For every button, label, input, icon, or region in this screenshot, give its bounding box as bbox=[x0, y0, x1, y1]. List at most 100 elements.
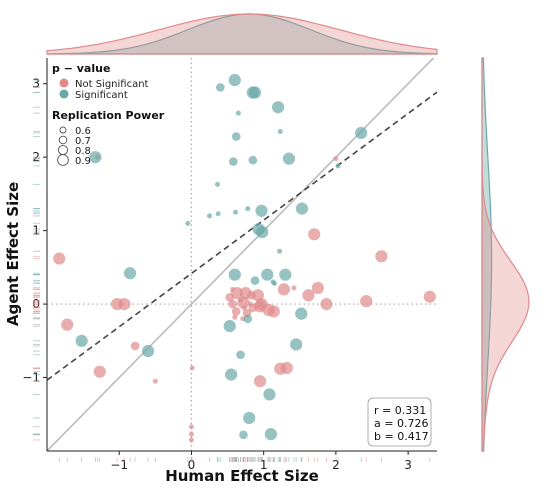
identity-line bbox=[47, 58, 435, 451]
significant-point-43 bbox=[207, 213, 212, 219]
significant-point-29 bbox=[261, 268, 274, 281]
significant-point-34 bbox=[243, 314, 253, 324]
top-marginal-density bbox=[46, 13, 438, 55]
legend-size-label-0-6: 0.6 bbox=[75, 126, 91, 137]
legend-color-title: p − value bbox=[52, 62, 110, 75]
not-significant-point-3 bbox=[93, 365, 106, 378]
significant-point-22 bbox=[295, 202, 309, 215]
not-significant-point-8 bbox=[189, 365, 195, 371]
significant-point-17 bbox=[214, 181, 220, 187]
stats-b: b = 0.417 bbox=[374, 430, 429, 443]
y-axis-title: Agent Effect Size bbox=[4, 182, 22, 326]
significant-point-20 bbox=[245, 206, 251, 212]
significant-point-36 bbox=[225, 368, 238, 381]
significant-point-31 bbox=[272, 281, 277, 287]
legend-size-marker-0-9 bbox=[57, 154, 69, 166]
legend-not-significant-marker bbox=[59, 78, 69, 88]
not-significant-point-9 bbox=[188, 424, 194, 430]
significant-point-37 bbox=[290, 338, 303, 351]
x-tick-label-3: 2 bbox=[332, 458, 340, 472]
legend-size-label-0-9: 0.9 bbox=[75, 156, 91, 167]
x-axis-ticks: −1 0 1 2 3 bbox=[110, 451, 412, 472]
significant-point-28 bbox=[250, 276, 260, 285]
not-significant-point-43 bbox=[230, 286, 236, 292]
not-significant-point-31 bbox=[277, 283, 290, 296]
x-tick-label-4: 3 bbox=[404, 458, 412, 472]
significant-point-27 bbox=[228, 268, 241, 281]
significant-point-14 bbox=[282, 152, 296, 165]
significant-point-40 bbox=[239, 430, 248, 440]
not-significant-point-28 bbox=[267, 305, 280, 318]
y-tick-label-2: 1 bbox=[32, 224, 40, 238]
significant-point-13 bbox=[248, 155, 258, 165]
significant-point-32 bbox=[295, 307, 308, 320]
x-tick-label-2: 1 bbox=[260, 458, 268, 472]
not-significant-point-42 bbox=[232, 314, 238, 320]
significant-point-10 bbox=[272, 101, 285, 114]
significant-point-5 bbox=[228, 73, 241, 87]
not-significant-point-0 bbox=[53, 252, 66, 265]
significant-point-11 bbox=[277, 128, 283, 134]
not-significant-point-11 bbox=[188, 437, 194, 443]
x-tick-label-0: −1 bbox=[110, 458, 128, 472]
not-significant-point-17 bbox=[237, 296, 250, 309]
significant-point-42 bbox=[185, 220, 191, 226]
significant-point-35 bbox=[236, 350, 245, 360]
significant-point-18 bbox=[215, 211, 221, 217]
not-significant-point-39 bbox=[360, 295, 373, 308]
significant-point-39 bbox=[243, 411, 256, 425]
stats-box-frame bbox=[367, 397, 432, 447]
not-significant-point-40 bbox=[375, 250, 388, 263]
right-density-significant bbox=[481, 57, 493, 452]
significant-point-6 bbox=[235, 110, 241, 116]
regression-fit-line bbox=[47, 91, 437, 381]
legend-size-marker-0-7 bbox=[58, 135, 68, 145]
not-significant-point-33 bbox=[302, 289, 315, 302]
not-significant-point-13 bbox=[228, 299, 237, 309]
rug-marks bbox=[33, 79, 431, 462]
data-points bbox=[53, 73, 436, 443]
not-significant-point-37 bbox=[320, 297, 333, 311]
significant-point-1 bbox=[89, 151, 102, 164]
significant-point-2 bbox=[123, 267, 137, 280]
significant-point-9 bbox=[248, 86, 262, 99]
significant-point-21 bbox=[255, 204, 268, 217]
not-significant-point-14 bbox=[231, 307, 241, 316]
legend-not-significant-label: Not Significant bbox=[75, 79, 149, 90]
legend-significant-marker bbox=[59, 89, 69, 99]
significant-point-4 bbox=[216, 83, 225, 92]
significant-point-19 bbox=[233, 209, 238, 215]
significant-point-3 bbox=[142, 344, 155, 358]
significant-point-12 bbox=[229, 157, 238, 166]
significant-point-7 bbox=[231, 132, 241, 141]
significant-point-24 bbox=[256, 225, 269, 239]
not-significant-point-34 bbox=[311, 281, 324, 295]
significant-point-33 bbox=[223, 320, 236, 333]
not-significant-point-32 bbox=[291, 285, 297, 291]
not-significant-point-10 bbox=[188, 431, 194, 437]
not-significant-point-36 bbox=[253, 375, 267, 388]
legend-significant-label: Significant bbox=[75, 90, 128, 101]
not-significant-point-5 bbox=[118, 297, 131, 311]
significant-point-16 bbox=[355, 126, 368, 140]
stats-a: a = 0.726 bbox=[374, 417, 428, 430]
legend-size-title: Replication Power bbox=[52, 109, 165, 122]
not-significant-point-35 bbox=[308, 228, 321, 241]
right-density-not-significant bbox=[481, 58, 530, 452]
not-significant-point-7 bbox=[152, 378, 158, 384]
x-tick-label-1: 0 bbox=[188, 458, 196, 472]
top-density-not-significant bbox=[46, 13, 438, 55]
legend: p − value Not Significant Significant Re… bbox=[52, 62, 165, 167]
significant-point-25 bbox=[277, 248, 283, 254]
legend-size-marker-0-6 bbox=[59, 126, 67, 134]
y-tick-label-4: 3 bbox=[32, 77, 40, 91]
not-significant-point-41 bbox=[423, 290, 436, 303]
significant-point-38 bbox=[263, 388, 276, 401]
regression-stats-box: r = 0.331 a = 0.726 b = 0.417 bbox=[367, 397, 432, 447]
y-tick-label-0: −1 bbox=[22, 371, 40, 385]
right-marginal-density bbox=[481, 57, 530, 452]
x-axis-title: Human Effect Size bbox=[165, 467, 319, 485]
significant-point-30 bbox=[279, 268, 292, 281]
stats-r: r = 0.331 bbox=[374, 404, 426, 417]
